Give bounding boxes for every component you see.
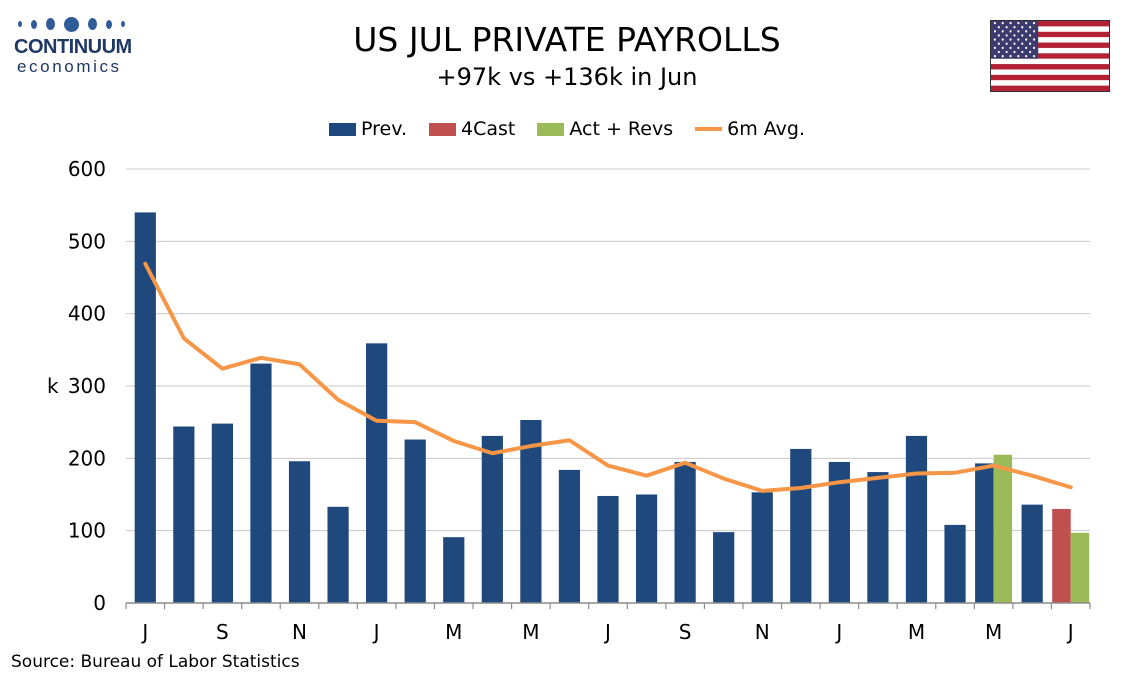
x-tick-label: M	[522, 620, 539, 644]
source-note: Source: Bureau of Labor Statistics	[11, 652, 300, 672]
bar-prev	[1021, 504, 1043, 603]
y-tick-label: 600	[68, 157, 106, 181]
y-tick-label: 400	[68, 302, 106, 326]
y-tick-label: 100	[68, 519, 106, 543]
continuum-logo: CONTINUUM economics	[14, 14, 144, 76]
x-tick-label: J	[834, 620, 842, 644]
logo-tagline: economics	[17, 57, 122, 76]
x-tick-label: N	[755, 620, 770, 644]
legend-item-avg: 6m Avg.	[695, 118, 805, 140]
legend-swatch-actual	[537, 122, 565, 136]
legend-item-forecast: 4Cast	[429, 118, 515, 140]
x-tick-label: J	[140, 620, 148, 644]
us-flag-icon	[990, 20, 1110, 92]
bar-prev	[443, 537, 465, 603]
bar-prev	[713, 532, 735, 603]
bar-prev	[211, 423, 234, 603]
x-tick-label: M	[908, 620, 925, 644]
x-tick-label: M	[985, 620, 1002, 644]
bar-prev	[404, 439, 426, 603]
chart-title: US JUL PRIVATE PAYROLLS	[353, 20, 781, 59]
bar-prev	[250, 363, 272, 603]
bar-prev	[828, 461, 850, 603]
legend-swatch-avg	[695, 127, 723, 131]
bar-prev	[288, 461, 311, 603]
y-axis-label: k	[47, 374, 59, 398]
bar-prev	[674, 461, 696, 603]
bar-prev	[520, 419, 542, 603]
legend-label-actual: Act + Revs	[569, 118, 674, 140]
bar-prev	[751, 492, 773, 603]
x-tick-label: S	[216, 620, 229, 644]
legend-item-prev: Prev.	[329, 118, 407, 140]
bar-forecast	[1052, 508, 1071, 603]
bar-prev	[327, 506, 349, 603]
bar-prev	[867, 472, 889, 603]
x-tick-label: N	[292, 620, 307, 644]
bar-prev	[366, 343, 388, 603]
chart-subtitle: +97k vs +136k in Jun	[436, 63, 698, 91]
x-tick-label: S	[679, 620, 692, 644]
legend-swatch-forecast	[429, 122, 457, 136]
x-tick-label: J	[1066, 620, 1074, 644]
bar-prev	[790, 448, 812, 603]
x-tick-label: J	[603, 620, 611, 644]
logo-dots	[18, 14, 144, 34]
legend-item-actual: Act + Revs	[537, 118, 673, 140]
bar-prev	[134, 212, 156, 603]
legend-label-avg: 6m Avg.	[727, 118, 805, 140]
bar-actual	[993, 454, 1013, 603]
bar-prev	[635, 494, 658, 603]
bar-prev	[481, 435, 503, 603]
x-tick-label: J	[372, 620, 380, 644]
chart-legend: Prev. 4Cast Act + Revs 6m Avg.	[0, 118, 1134, 140]
legend-swatch-prev	[329, 122, 356, 136]
legend-label-prev: Prev.	[361, 118, 408, 140]
y-tick-label: 0	[93, 591, 106, 615]
bar-prev	[975, 463, 994, 603]
y-tick-label: 500	[68, 229, 106, 253]
bar-prev	[905, 435, 928, 603]
bar-prev	[597, 495, 619, 603]
bar-actual	[1070, 532, 1090, 603]
y-tick-label: 300	[68, 374, 106, 398]
y-tick-label: 200	[68, 446, 106, 470]
logo-wordmark: CONTINUUM	[14, 36, 132, 58]
x-tick-label: M	[445, 620, 462, 644]
bar-prev	[173, 426, 195, 603]
bar-prev	[944, 524, 966, 603]
bar-prev	[558, 469, 581, 603]
legend-label-forecast: 4Cast	[461, 118, 516, 140]
series-line-6m-avg	[143, 261, 1073, 493]
